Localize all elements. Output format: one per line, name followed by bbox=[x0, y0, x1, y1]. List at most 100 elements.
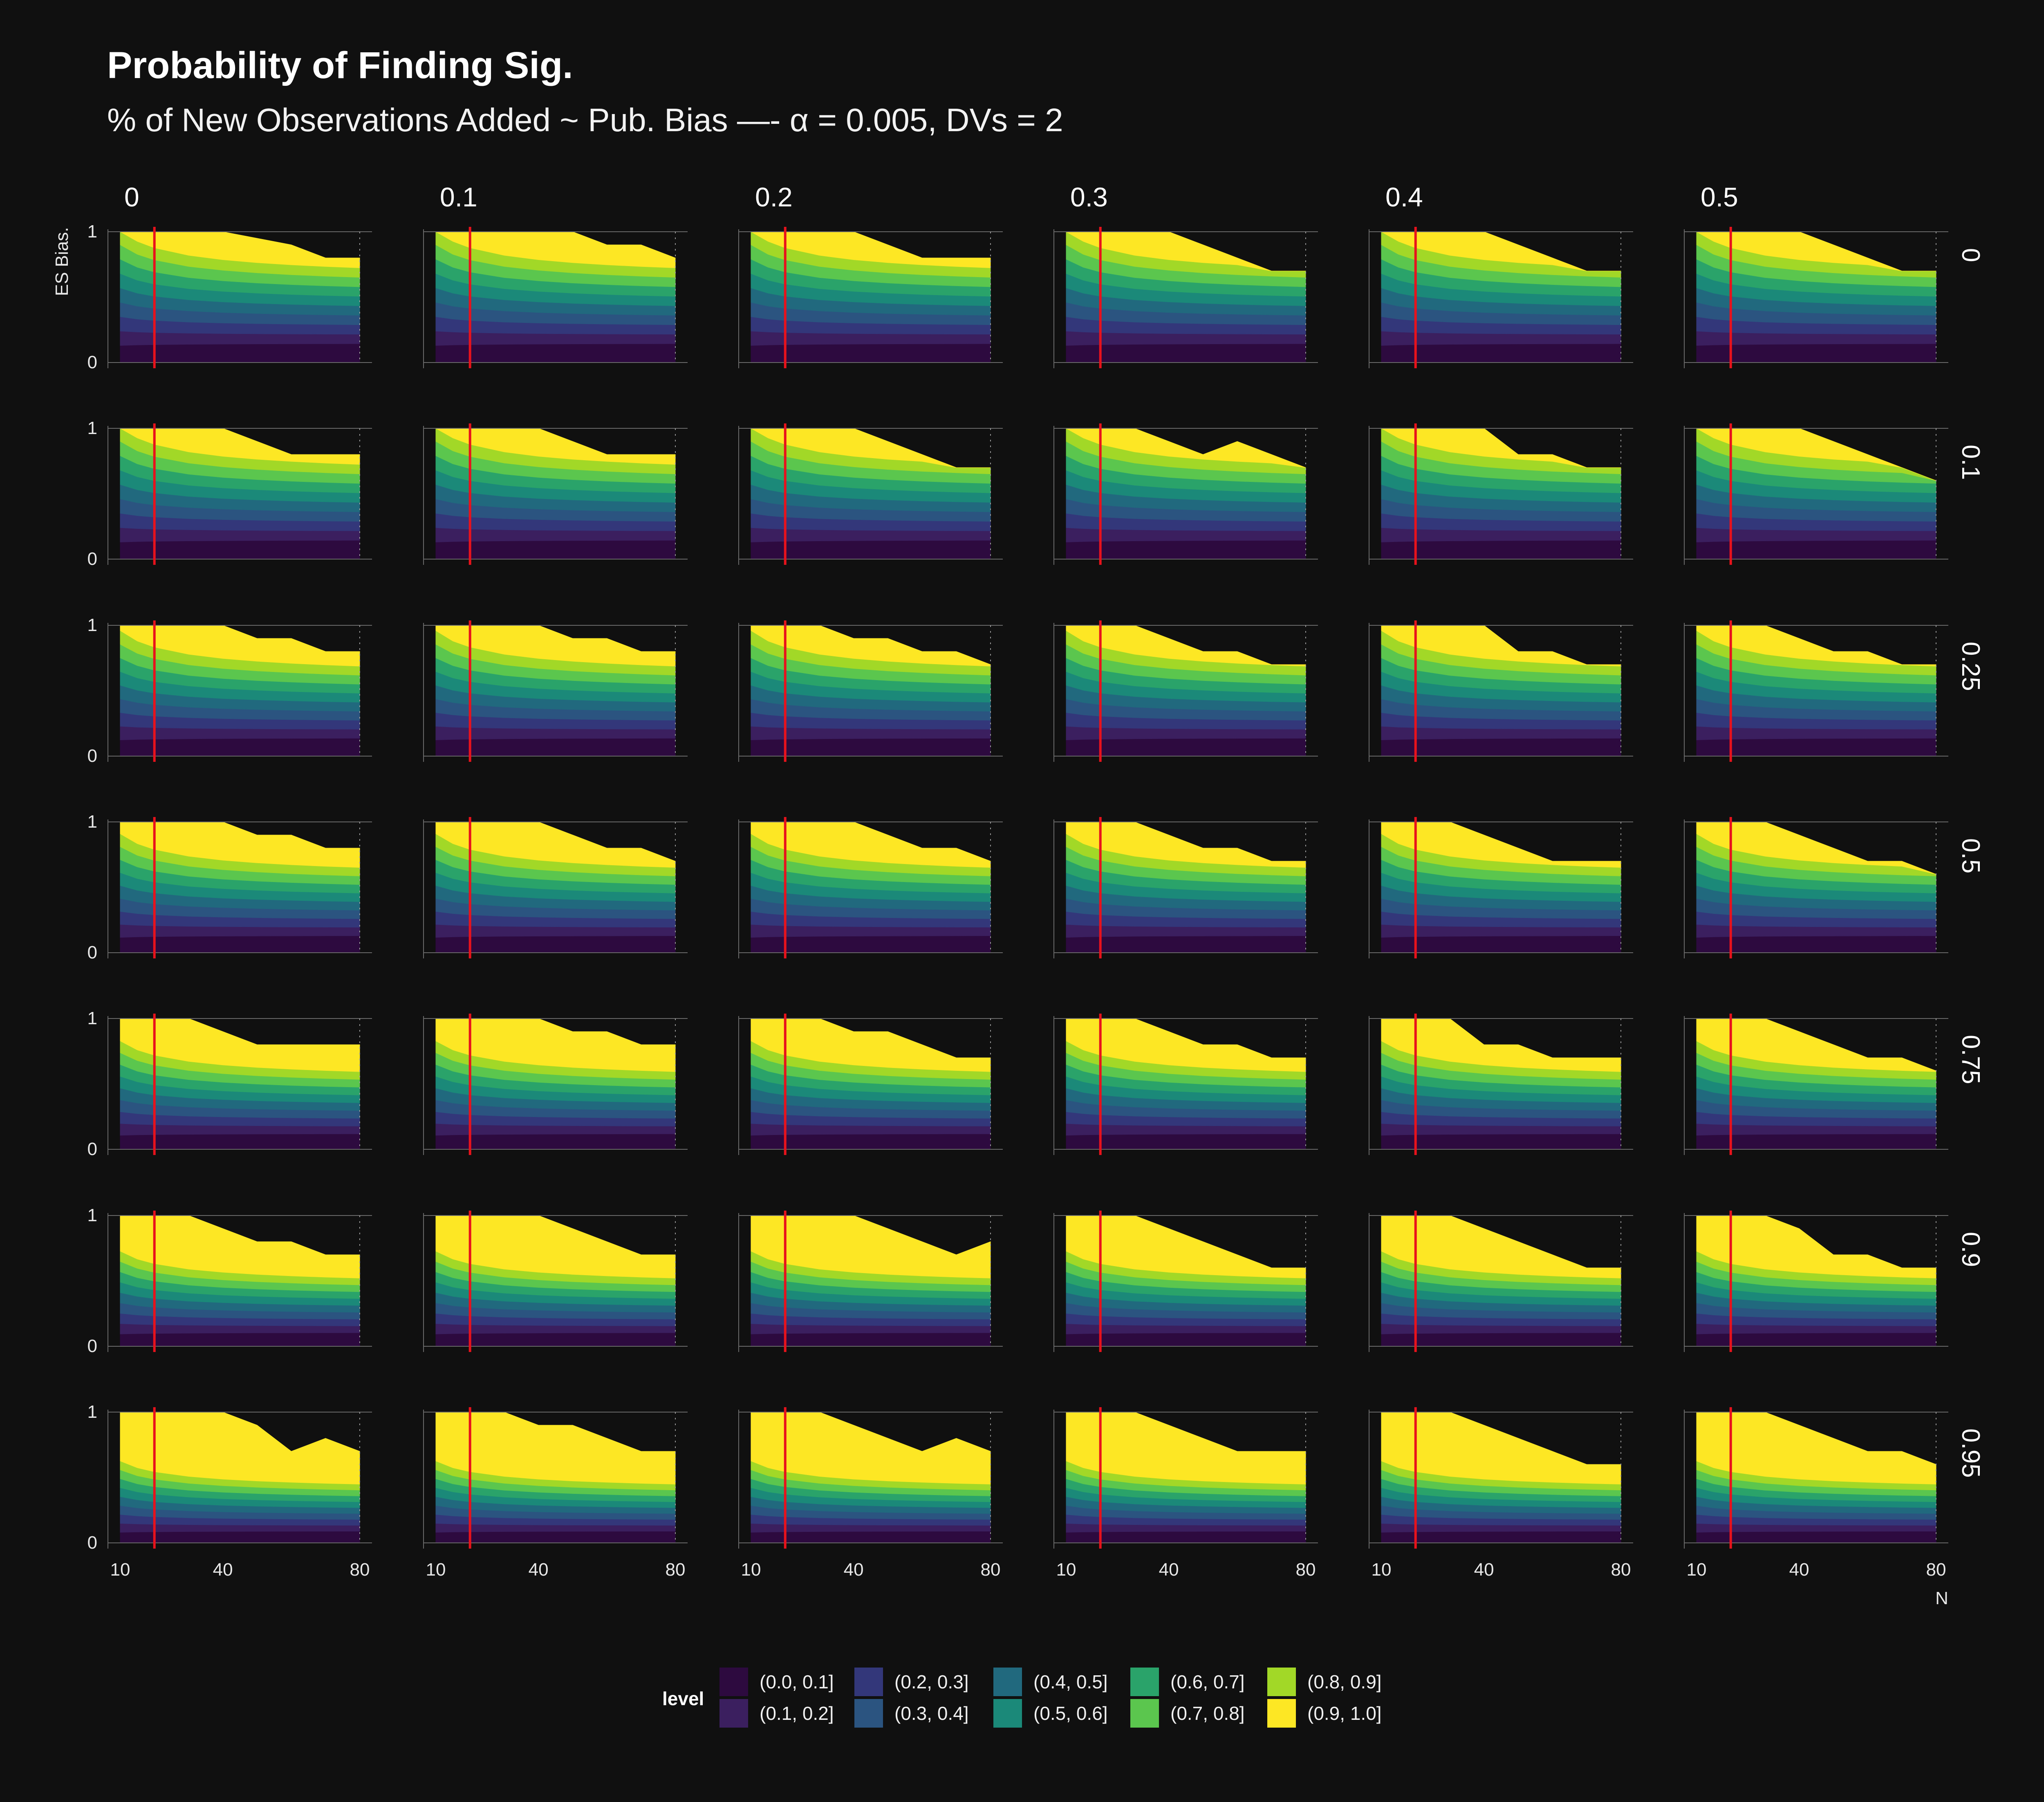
x-tick-label: 10 bbox=[741, 1560, 761, 1580]
y-tick-label: 1 bbox=[87, 418, 97, 438]
facet-panel bbox=[1053, 620, 1318, 762]
legend-label: (0.4, 0.5] bbox=[1033, 1671, 1108, 1692]
facet-panel bbox=[1053, 1407, 1318, 1549]
facet-panel bbox=[1684, 1014, 1948, 1155]
level-band bbox=[1066, 1531, 1306, 1543]
facet-panel bbox=[1369, 620, 1633, 762]
level-band bbox=[1066, 540, 1306, 560]
row-strip-label: 0.95 bbox=[1957, 1428, 1985, 1478]
x-axis-title: N bbox=[1935, 1588, 1948, 1608]
x-tick-label: 40 bbox=[213, 1560, 233, 1580]
legend-swatch bbox=[1267, 1668, 1296, 1696]
legend-swatch bbox=[1267, 1699, 1296, 1728]
facet-panel bbox=[423, 1014, 688, 1155]
column-strip-label: 0.3 bbox=[1070, 182, 1108, 212]
level-band bbox=[751, 1332, 991, 1347]
level-band bbox=[751, 738, 991, 757]
level-band bbox=[120, 343, 360, 363]
x-tick-label: 10 bbox=[1687, 1560, 1707, 1580]
facet-panel bbox=[1684, 817, 1948, 958]
legend-label: (0.1, 0.2] bbox=[760, 1703, 834, 1724]
y-tick-label: 1 bbox=[87, 1008, 97, 1028]
legend-label: (0.9, 1.0] bbox=[1307, 1703, 1382, 1724]
level-band bbox=[435, 1133, 676, 1150]
level-band bbox=[1696, 1133, 1936, 1150]
legend-label: (0.3, 0.4] bbox=[894, 1703, 969, 1724]
row-strip-label: 0.1 bbox=[1957, 445, 1985, 480]
level-band bbox=[435, 343, 676, 363]
y-tick-label: 0 bbox=[87, 942, 97, 963]
facet-panel: 10 bbox=[87, 1008, 372, 1159]
level-band bbox=[120, 1531, 360, 1543]
facet-panel bbox=[1684, 227, 1948, 368]
level-band bbox=[1066, 1133, 1306, 1150]
level-band bbox=[120, 738, 360, 757]
legend-swatch bbox=[1130, 1699, 1159, 1728]
facet-panel bbox=[738, 423, 1003, 565]
facet-panel bbox=[1369, 1407, 1633, 1549]
level-band bbox=[1066, 1332, 1306, 1347]
facet-panel bbox=[1053, 1014, 1318, 1155]
level-band bbox=[120, 540, 360, 560]
x-tick-label: 80 bbox=[981, 1560, 1001, 1580]
chart-title: Probability of Finding Sig. bbox=[107, 45, 573, 86]
level-band bbox=[435, 738, 676, 757]
column-strip-label: 0.5 bbox=[1701, 182, 1738, 212]
x-tick-label: 80 bbox=[666, 1560, 686, 1580]
legend-swatch bbox=[993, 1668, 1022, 1696]
level-band bbox=[435, 540, 676, 560]
chart-subtitle: % of New Observations Added ~ Pub. Bias … bbox=[107, 102, 1063, 138]
x-tick-label: 40 bbox=[529, 1560, 549, 1580]
level-band bbox=[120, 936, 360, 953]
legend-swatch bbox=[993, 1699, 1022, 1728]
facet-panel bbox=[1053, 1211, 1318, 1352]
level-band bbox=[120, 1133, 360, 1150]
facet-panel bbox=[1053, 817, 1318, 958]
x-tick-label: 40 bbox=[1474, 1560, 1494, 1580]
row-strip-label: 0 bbox=[1957, 248, 1985, 262]
level-band bbox=[1696, 738, 1936, 757]
legend-swatch bbox=[1130, 1668, 1159, 1696]
level-band bbox=[1696, 1531, 1936, 1543]
level-band bbox=[435, 1531, 676, 1543]
y-tick-label: 1 bbox=[87, 812, 97, 832]
level-band bbox=[751, 343, 991, 363]
column-strip-label: 0 bbox=[124, 182, 139, 212]
legend-label: (0.5, 0.6] bbox=[1033, 1703, 1108, 1724]
level-band bbox=[1066, 343, 1306, 363]
y-tick-label: 1 bbox=[87, 222, 97, 242]
level-band bbox=[1381, 1531, 1621, 1543]
facet-panel bbox=[1369, 1211, 1633, 1352]
facet-panel bbox=[423, 1407, 688, 1549]
facet-panel bbox=[1684, 1211, 1948, 1352]
legend-swatch bbox=[719, 1699, 748, 1728]
y-axis-title: ES Bias. bbox=[52, 227, 72, 296]
legend-label: (0.0, 0.1] bbox=[760, 1671, 834, 1692]
level-band bbox=[1696, 540, 1936, 560]
facet-panel bbox=[738, 1211, 1003, 1352]
x-tick-label: 80 bbox=[1296, 1560, 1316, 1580]
level-band bbox=[1696, 343, 1936, 363]
x-tick-label: 10 bbox=[1372, 1560, 1392, 1580]
level-band bbox=[1066, 936, 1306, 953]
facet-panel: 10 bbox=[87, 615, 372, 766]
facet-panel bbox=[738, 227, 1003, 368]
facet-panel bbox=[738, 817, 1003, 958]
level-band bbox=[1381, 738, 1621, 757]
facet-panel bbox=[738, 1407, 1003, 1549]
facet-panel bbox=[1369, 1014, 1633, 1155]
row-strip-label: 0.9 bbox=[1957, 1232, 1985, 1267]
y-tick-label: 0 bbox=[87, 352, 97, 372]
level-band bbox=[751, 540, 991, 560]
facet-panel bbox=[738, 620, 1003, 762]
x-tick-label: 80 bbox=[350, 1560, 370, 1580]
x-tick-label: 40 bbox=[1789, 1560, 1809, 1580]
level-band bbox=[1066, 738, 1306, 757]
column-strip-label: 0.2 bbox=[755, 182, 793, 212]
y-tick-label: 1 bbox=[87, 1402, 97, 1422]
level-band bbox=[1381, 936, 1621, 953]
y-tick-label: 0 bbox=[87, 549, 97, 569]
facet-panel bbox=[1684, 1407, 1948, 1549]
y-tick-label: 0 bbox=[87, 1533, 97, 1553]
